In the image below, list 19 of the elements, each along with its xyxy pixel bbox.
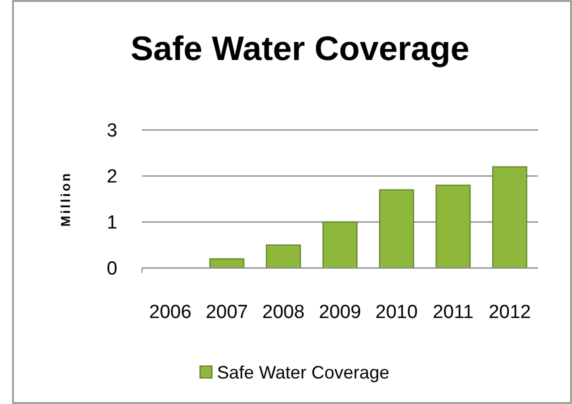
x-tick-label: 2011 [432,302,474,323]
y-tick-label: 3 [106,120,118,142]
x-tick-label: 2008 [262,302,305,323]
x-tick-label: 2010 [375,302,418,323]
bar [436,184,471,268]
y-tick-label: 2 [106,166,118,188]
y-axis-title: Million [58,171,73,227]
bar [322,222,358,268]
x-tick-label: 2006 [149,302,192,323]
x-tick-label: 2012 [488,302,531,323]
legend-label: Safe Water Coverage [217,362,390,382]
x-tick-label: 2009 [318,302,362,323]
bar [492,166,528,268]
y-tick-label: 0 [106,258,118,280]
chart-title: Safe Water Coverage [130,30,470,68]
bar [379,189,414,268]
bar [266,244,301,268]
y-tick-label: 1 [106,212,118,234]
x-tick-label: 2007 [206,302,248,323]
